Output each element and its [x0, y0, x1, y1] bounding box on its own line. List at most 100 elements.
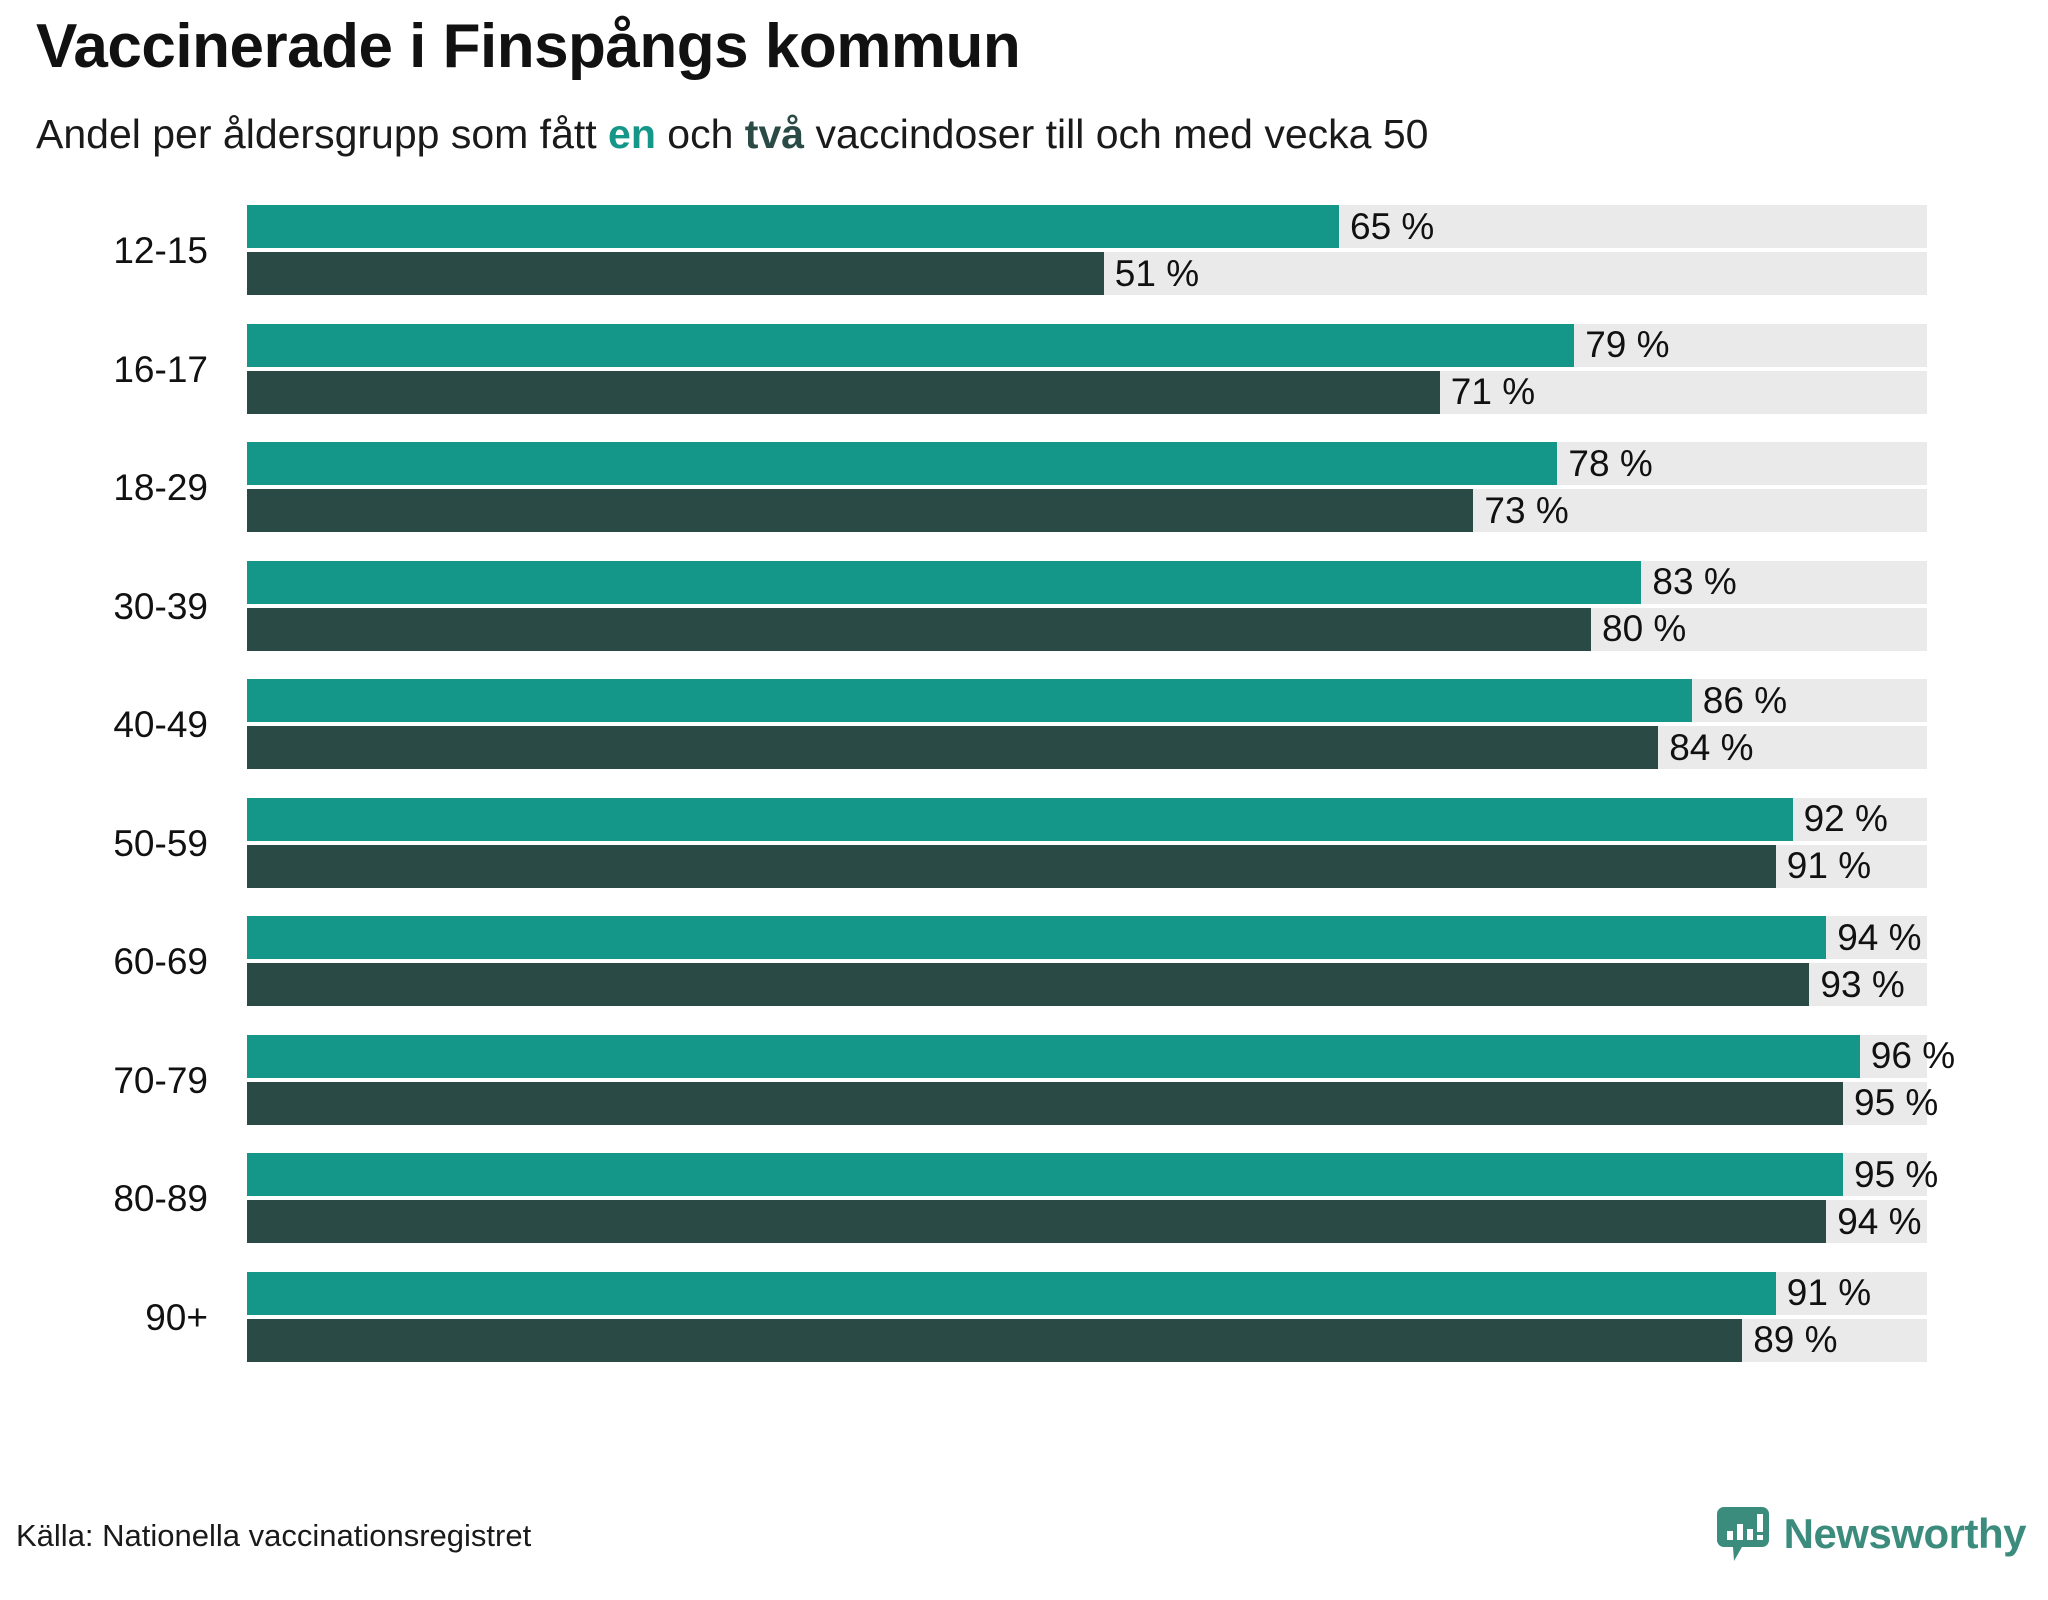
bar-dose2 [247, 726, 1659, 769]
chart-row: 40-49 86 % 84 % [0, 679, 2048, 771]
bar-dose1 [247, 679, 1692, 722]
category-label: 70-79 [113, 1059, 208, 1101]
subtitle-text-1: Andel per åldersgrupp som fått [36, 111, 609, 158]
category-bars: 96 % 95 % [247, 1034, 1955, 1127]
bar-track: 79 % [247, 323, 1927, 367]
bar-value-label: 96 % [1870, 1035, 1956, 1076]
bar-track: 78 % [247, 442, 1927, 485]
bar-track: 84 % [247, 726, 1927, 769]
subtitle-text-2: och [655, 111, 745, 158]
bar-value-label: 71 % [1450, 371, 1536, 412]
page-title: Vaccinerade i Finspångs kommun [36, 12, 1021, 81]
category-bars: 92 % 91 % [247, 797, 1927, 890]
bar-value-label: 93 % [1820, 963, 1905, 1005]
bar-track: 91 % [247, 844, 1927, 888]
bar-value-label: 78 % [1568, 442, 1653, 484]
bar-dose2 [247, 1318, 1743, 1362]
bar-track: 73 % [247, 489, 1927, 532]
bar-dose1 [247, 442, 1558, 485]
chart-row: 30-39 83 % 80 % [0, 560, 2048, 653]
category-bars: 78 % 73 % [247, 442, 1927, 534]
bar-dose1 [247, 205, 1339, 248]
category-label: 18-29 [113, 467, 208, 508]
chart-row: 12-15 65 % 51 % [0, 205, 2048, 297]
bar-dose1 [247, 1271, 1776, 1315]
bar-dose1 [247, 797, 1793, 841]
bar-chart: 12-15 65 % 51 % 16-17 79 % 71 % 18-29 78 % 73 % 3… [0, 205, 2048, 1395]
bar-dose2 [247, 963, 1810, 1006]
bar-value-label: 94 % [1837, 916, 1922, 958]
category-label: 40-49 [113, 704, 208, 745]
chart-subtitle: Andel per åldersgrupp som fått en och tv… [36, 79, 2016, 158]
category-label: 80-89 [113, 1178, 208, 1219]
bar-dose1 [247, 323, 1575, 367]
bar-dose1 [247, 1153, 1843, 1196]
bar-value-label: 73 % [1484, 489, 1569, 531]
bar-track: 80 % [247, 607, 1927, 651]
bar-value-label: 65 % [1350, 205, 1435, 247]
bar-dose2 [247, 370, 1440, 414]
bar-dose2 [247, 1081, 1843, 1125]
bar-dose2 [247, 252, 1104, 295]
bar-value-label: 84 % [1669, 726, 1754, 768]
category-bars: 83 % 80 % [247, 560, 1927, 653]
bar-track: 95 % [247, 1153, 1938, 1196]
bar-value-label: 83 % [1652, 561, 1737, 602]
brand-logo: Newsworthy [1716, 1506, 2027, 1562]
bar-value-label: 92 % [1803, 798, 1888, 839]
bar-track: 96 % [247, 1034, 1955, 1078]
chart-footer: Källa: Nationella vaccinationsregistret … [0, 1460, 2048, 1600]
bar-value-label: 80 % [1602, 608, 1687, 649]
bar-dose2 [247, 607, 1591, 651]
category-bars: 86 % 84 % [247, 679, 1927, 771]
bar-value-label: 51 % [1114, 252, 1200, 294]
bar-value-label: 89 % [1753, 1319, 1838, 1360]
chart-header: Vaccinerade i Finspångs kommun Andel per… [36, 14, 2016, 158]
chart-row: 70-79 96 % 95 % [0, 1034, 2048, 1127]
bar-track: 95 % [247, 1081, 1938, 1125]
newsworthy-bar-chart-icon [1716, 1506, 1770, 1562]
bar-dose2 [247, 1200, 1827, 1243]
chart-row: 50-59 92 % 91 % [0, 797, 2048, 890]
category-bars: 79 % 71 % [247, 323, 1927, 416]
bar-value-label: 94 % [1837, 1200, 1922, 1242]
chart-row: 80-89 95 % 94 % [0, 1153, 2048, 1245]
bar-value-label: 95 % [1854, 1082, 1939, 1123]
bar-value-label: 86 % [1702, 679, 1788, 721]
bar-track: 94 % [247, 1200, 1927, 1243]
bar-track: 65 % [247, 205, 1927, 248]
legend-label-dose2: två [744, 111, 805, 158]
bar-value-label: 91 % [1786, 1272, 1872, 1313]
category-label: 30-39 [113, 585, 208, 627]
source-note: Källa: Nationella vaccinationsregistret [16, 1518, 532, 1553]
bar-track: 93 % [247, 963, 1927, 1006]
category-label: 16-17 [113, 348, 208, 390]
bar-track: 89 % [247, 1318, 1927, 1362]
bar-dose2 [247, 844, 1776, 888]
category-bars: 91 % 89 % [247, 1271, 1927, 1364]
bar-track: 92 % [247, 797, 1927, 841]
bar-dose1 [247, 916, 1827, 959]
category-label: 90+ [145, 1296, 208, 1338]
category-bars: 65 % 51 % [247, 205, 1927, 297]
bar-value-label: 91 % [1786, 845, 1872, 886]
bar-track: 71 % [247, 370, 1927, 414]
category-label: 60-69 [113, 941, 208, 982]
bar-dose1 [247, 1034, 1860, 1078]
chart-row: 90+ 91 % 89 % [0, 1271, 2048, 1364]
bar-dose2 [247, 489, 1474, 532]
category-bars: 94 % 93 % [247, 916, 1927, 1008]
category-label: 12-15 [113, 230, 208, 271]
bar-track: 51 % [247, 252, 1927, 295]
brand-name: Newsworthy [1783, 1510, 2027, 1557]
category-label: 50-59 [113, 822, 208, 864]
bar-track: 86 % [247, 679, 1927, 722]
legend-label-dose1: en [608, 111, 656, 158]
subtitle-text-3: vaccindoser till och med vecka 50 [804, 111, 1429, 158]
chart-row: 16-17 79 % 71 % [0, 323, 2048, 416]
chart-row: 18-29 78 % 73 % [0, 442, 2048, 534]
bar-value-label: 79 % [1585, 324, 1670, 365]
bar-value-label: 95 % [1854, 1153, 1939, 1195]
chart-row: 60-69 94 % 93 % [0, 916, 2048, 1008]
